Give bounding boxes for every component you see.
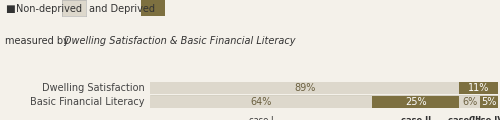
Text: Dwelling Satisfaction & Basic Financial Literacy: Dwelling Satisfaction & Basic Financial …: [64, 36, 296, 46]
Text: Basic Financial Literacy: Basic Financial Literacy: [30, 97, 145, 107]
Text: ■: ■: [5, 4, 15, 14]
Text: 6%: 6%: [462, 97, 477, 107]
Text: 25%: 25%: [405, 97, 426, 107]
Bar: [372, 96, 460, 108]
Text: and Deprived: and Deprived: [89, 4, 155, 14]
Text: 64%: 64%: [250, 97, 272, 107]
Text: case II: case II: [401, 116, 431, 120]
Text: 5%: 5%: [481, 97, 496, 107]
Text: 89%: 89%: [294, 83, 316, 93]
Bar: [460, 82, 498, 94]
Text: Non-deprived: Non-deprived: [16, 4, 82, 14]
Bar: [460, 96, 480, 108]
Text: Dwelling Satisfaction: Dwelling Satisfaction: [42, 83, 145, 93]
Bar: [150, 82, 460, 94]
Text: case I: case I: [249, 116, 274, 120]
Text: case III: case III: [448, 116, 482, 120]
Text: Case IV: Case IV: [469, 116, 500, 120]
Bar: [150, 96, 372, 108]
Text: 11%: 11%: [468, 83, 489, 93]
Text: measured by: measured by: [5, 36, 72, 46]
Bar: [480, 96, 498, 108]
